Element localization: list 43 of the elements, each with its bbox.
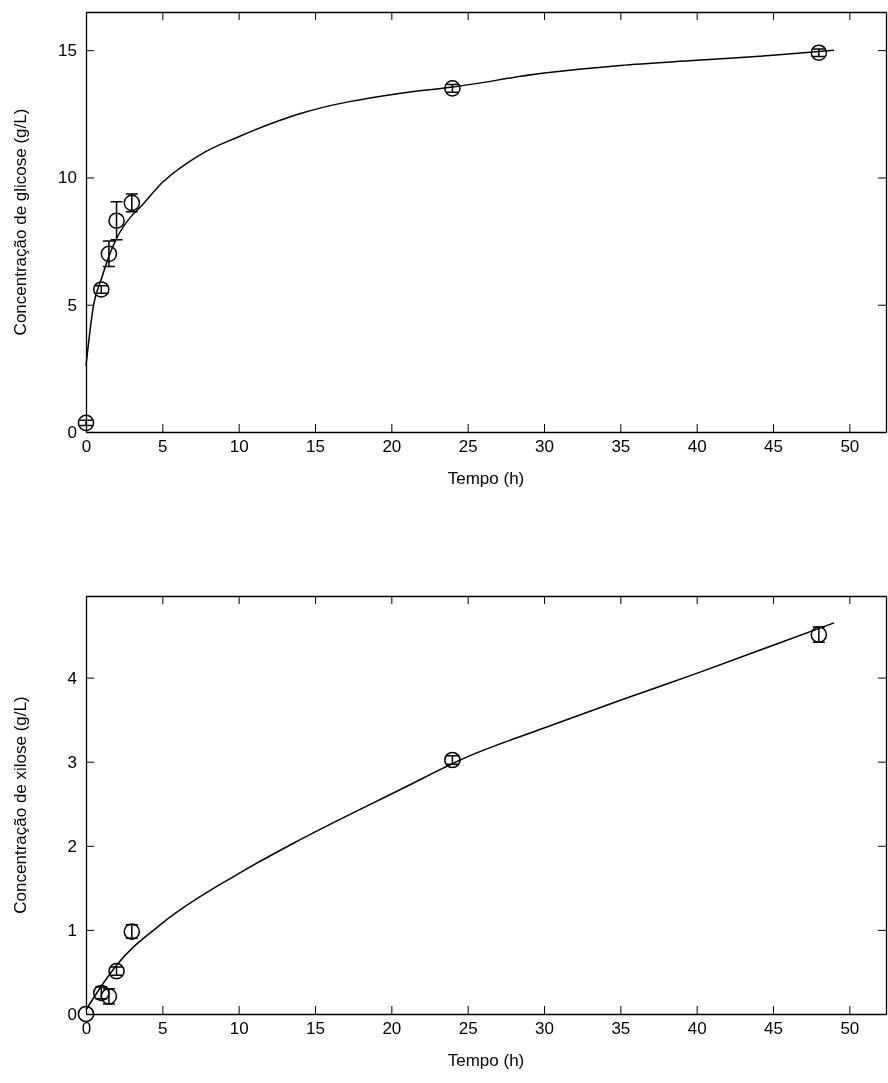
x-tick-label: 30 [535,437,554,457]
x-tick-label: 40 [687,1019,707,1039]
x-tick-label: 0 [81,1019,92,1039]
point [108,212,125,230]
x-axis-title: Tempo (h) [447,469,525,488]
x-tick-label: 50 [840,1019,860,1039]
x-tick-label: 30 [535,1019,554,1039]
x-tick-label: 15 [306,1019,325,1039]
y-tick-label: 0 [67,422,77,442]
point [100,245,118,263]
y-tick-label: 5 [67,295,77,315]
y-tick-label: 4 [67,668,77,688]
x-tick-label: 35 [611,1019,631,1039]
point [77,414,95,432]
point [444,751,461,769]
x-tick-label: 45 [764,437,783,457]
x-tick-label: 10 [229,437,249,457]
y-axis-title: Concentração de xilose (g/L) [11,696,30,914]
y-tick-label: 15 [58,41,77,61]
x-tick-label: 15 [306,437,325,457]
x-tick-label: 35 [611,437,631,457]
x-tick-label: 10 [229,1019,249,1039]
y-tick-label: 2 [67,836,77,856]
x-tick-label: 20 [382,437,402,457]
x-tick-label: 0 [81,437,92,457]
y-tick-label: 10 [58,168,77,188]
x-tick-label: 45 [764,1019,783,1039]
point [810,44,828,62]
y-tick-label: 3 [67,752,77,772]
x-tick-label: 25 [458,1019,478,1039]
x-tick-label: 50 [840,437,860,457]
point [77,1005,95,1023]
point [444,80,461,97]
x-axis-title: Tempo (h) [447,1051,525,1070]
x-tick-label: 40 [687,437,707,457]
y-axis-title: Concentração de glicose (g/L) [11,108,30,336]
x-tick-label: 20 [382,1019,402,1039]
y-tick-label: 1 [67,920,77,940]
x-tick-label: 5 [158,1019,168,1039]
y-tick-label: 0 [67,1004,77,1024]
point [108,962,125,980]
x-tick-label: 5 [158,437,168,457]
x-tick-label: 25 [458,437,478,457]
